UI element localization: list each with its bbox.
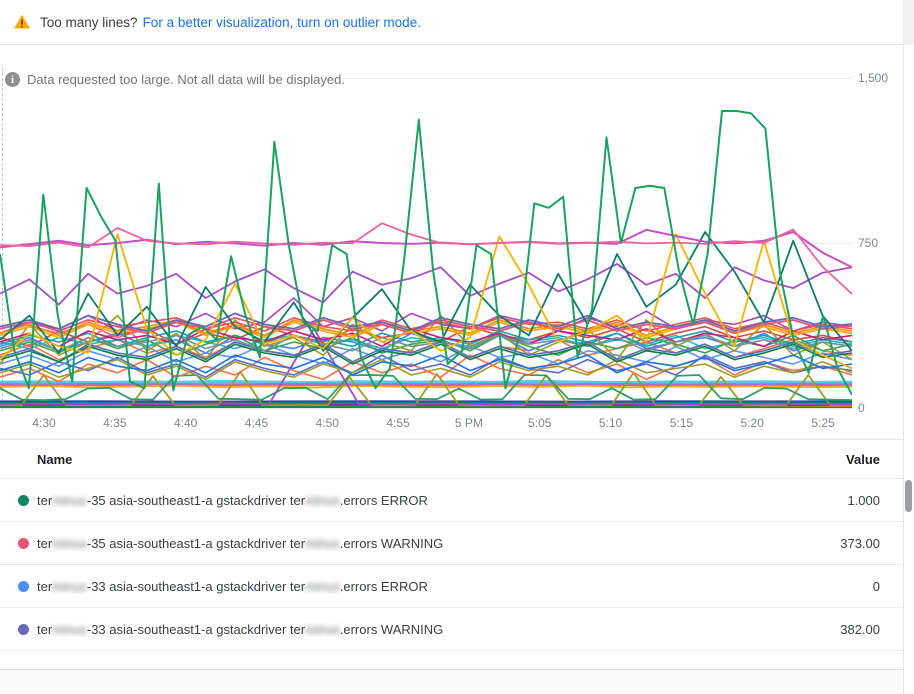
- panel-footer-background: [0, 670, 903, 693]
- x-tick-4-50: 4:50: [315, 416, 339, 430]
- table-body: terminus-35 asia-southeast1-a gstackdriv…: [0, 479, 903, 651]
- table-row-partial: [0, 651, 903, 670]
- x-tick-5-20: 5:20: [740, 416, 764, 430]
- x-tick-5-25: 5:25: [811, 416, 835, 430]
- axis-baseline: [0, 408, 852, 409]
- table-row[interactable]: terminus-33 asia-southeast1-a gstackdriv…: [0, 608, 903, 651]
- series-line: [0, 328, 852, 348]
- banner-message: Too many lines?: [40, 14, 138, 30]
- redacted-text: minus: [52, 492, 87, 508]
- series-line: [0, 228, 852, 269]
- series-line: [0, 358, 852, 381]
- table-row[interactable]: terminus-33 asia-southeast1-a gstackdriv…: [0, 565, 903, 608]
- redacted-text: minus: [305, 492, 340, 508]
- redacted-text: minus: [305, 535, 340, 551]
- series-line: [0, 110, 852, 396]
- x-tick-5-PM: 5 PM: [454, 416, 483, 430]
- series-line: [0, 406, 852, 408]
- series-line: [0, 262, 852, 306]
- outlier-mode-link[interactable]: For a better visualization, turn on outl…: [142, 14, 421, 30]
- series-name: terminus-33 asia-southeast1-a gstackdriv…: [37, 621, 444, 637]
- y-axis-label-0: 0: [858, 401, 865, 415]
- chart-panel[interactable]: i Data requested too large. Not all data…: [0, 45, 903, 439]
- series-value: 1.000: [847, 492, 880, 508]
- series-name: terminus-33 asia-southeast1-a gstackdriv…: [37, 578, 428, 594]
- legend-table: Name Value terminus-35 asia-southeast1-a…: [0, 439, 903, 693]
- series-line: [0, 354, 852, 376]
- chart-svg[interactable]: [0, 78, 852, 408]
- info-message: Data requested too large. Not all data w…: [27, 72, 345, 87]
- series-value: 373.00: [840, 535, 880, 551]
- scrollbar-track[interactable]: [903, 0, 914, 694]
- series-value: 0: [872, 578, 880, 594]
- redacted-text: minus: [305, 578, 340, 594]
- x-tick-4-30: 4:30: [32, 416, 56, 430]
- series-line: [0, 316, 852, 335]
- series-value: 382.00: [840, 621, 880, 637]
- series-line: [0, 343, 852, 365]
- series-line: [0, 327, 852, 406]
- series-color-dot: [18, 537, 29, 549]
- too-many-lines-banner: Too many lines? For a better visualizati…: [0, 0, 903, 45]
- series-line: [0, 334, 852, 352]
- series-line: [0, 312, 852, 332]
- series-line: [0, 379, 852, 383]
- x-tick-5-10: 5:10: [598, 416, 623, 430]
- x-tick-4-40: 4:40: [173, 416, 198, 430]
- x-tick-4-45: 4:45: [244, 416, 269, 430]
- x-tick-4-55: 4:55: [386, 416, 410, 430]
- redacted-text: minus: [52, 535, 87, 551]
- series-line: [0, 297, 852, 334]
- x-tick-5-05: 5:05: [528, 416, 552, 430]
- y-axis-label-750: 750: [858, 236, 879, 250]
- redacted-text: minus: [305, 621, 340, 637]
- scrollbar-thumb[interactable]: [905, 480, 912, 512]
- table-row[interactable]: terminus-35 asia-southeast1-a gstackdriv…: [0, 522, 903, 565]
- series-color-dot: [18, 580, 29, 592]
- info-icon: i: [5, 72, 20, 87]
- y-axis-label-1500: 1,500: [858, 71, 889, 85]
- column-header-value[interactable]: Value: [846, 451, 880, 467]
- series-line: [0, 341, 852, 363]
- series-line: [0, 330, 852, 348]
- data-truncated-notice: i Data requested too large. Not all data…: [5, 72, 345, 87]
- series-line: [0, 382, 852, 386]
- series-line: [0, 317, 852, 332]
- table-row[interactable]: terminus-35 asia-southeast1-a gstackdriv…: [0, 479, 903, 522]
- series-line: [0, 374, 852, 402]
- x-tick-5-15: 5:15: [669, 416, 694, 430]
- redacted-text: minus: [52, 578, 87, 594]
- series-line: [0, 222, 852, 295]
- gridline-1500: [337, 78, 852, 79]
- series-line: [0, 343, 852, 368]
- series-line: [0, 334, 852, 357]
- series-line: [0, 233, 852, 370]
- warning-icon: [14, 14, 30, 29]
- series-name: terminus-35 asia-southeast1-a gstackdriv…: [37, 535, 444, 551]
- redacted-text: minus: [52, 621, 87, 637]
- series-color-dot: [18, 623, 29, 635]
- x-tick-4-35: 4:35: [103, 416, 127, 430]
- scrollbar-corner: [903, 0, 914, 45]
- series-name: terminus-35 asia-southeast1-a gstackdriv…: [37, 492, 428, 508]
- series-line: [0, 370, 852, 407]
- plot-left-dashed-edge: [2, 68, 3, 411]
- column-header-name[interactable]: Name: [37, 451, 73, 467]
- series-color-dot: [18, 494, 29, 506]
- table-header-row: Name Value: [0, 440, 903, 479]
